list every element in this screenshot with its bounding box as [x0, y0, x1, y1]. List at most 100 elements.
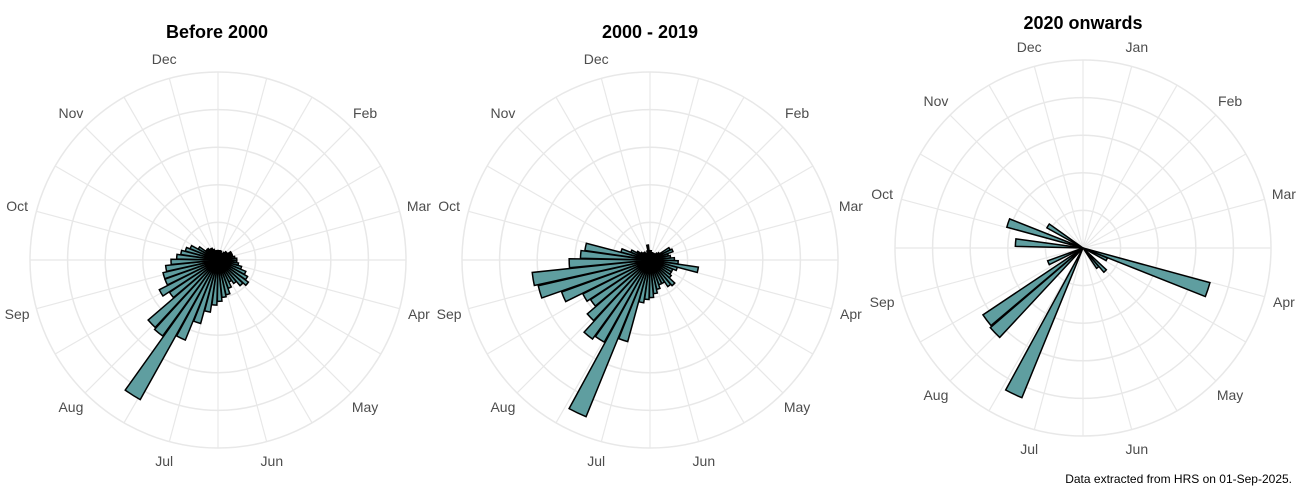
grid-spoke	[1082, 247, 1133, 430]
grid-spoke	[949, 114, 1084, 249]
bar-week-19	[1082, 247, 1100, 270]
month-label-mar: Mar	[839, 198, 863, 214]
month-label-mar: Mar	[407, 198, 431, 214]
month-label-oct: Oct	[438, 198, 460, 214]
grid-spoke	[217, 78, 268, 261]
month-label-apr: Apr	[408, 306, 430, 322]
grid-spoke	[217, 210, 400, 261]
grid-spoke	[649, 259, 745, 424]
bar-week-35	[537, 259, 651, 299]
month-label-nov: Nov	[58, 105, 83, 121]
bar-week-37	[170, 258, 219, 266]
month-label-aug: Aug	[490, 399, 515, 415]
month-label-feb: Feb	[353, 105, 377, 121]
data-source-note: Data extracted from HRS on 01-Sep-2025.	[1065, 472, 1292, 486]
grid-spoke	[516, 126, 651, 261]
bar-week-38	[1014, 237, 1084, 249]
grid-spoke	[123, 96, 219, 261]
month-label-aug: Aug	[58, 399, 83, 415]
grid-spoke	[555, 96, 651, 261]
month-label-jun: Jun	[261, 453, 284, 469]
grid-spoke	[1082, 84, 1178, 249]
bar-week-35	[162, 259, 219, 280]
grid-spoke	[217, 259, 400, 310]
grid-spoke	[1082, 247, 1247, 343]
month-label-aug: Aug	[923, 387, 948, 403]
month-label-sep: Sep	[437, 306, 462, 322]
bar-week-36	[531, 259, 651, 287]
grid-spoke	[901, 247, 1084, 298]
bar-week-30	[153, 259, 219, 338]
grid-spoke	[649, 96, 745, 261]
month-label-apr: Apr	[1273, 294, 1295, 310]
chart-title: 2020 onwards	[1023, 13, 1143, 33]
month-label-nov: Nov	[490, 105, 515, 121]
grid-spoke	[649, 165, 814, 261]
grid-spoke	[54, 165, 219, 261]
grid-spoke	[649, 259, 814, 355]
month-label-dec: Dec	[584, 51, 609, 67]
bar-week-31	[147, 259, 219, 329]
grid-spoke	[1082, 66, 1133, 249]
bar-week-29	[124, 259, 219, 401]
month-label-may: May	[784, 399, 810, 415]
polar-chart: Feb Mar Apr May Jun Jul Aug Sep Oct Nov Dec	[5, 51, 432, 469]
grid-spoke	[1033, 66, 1084, 249]
bar-week-29	[594, 259, 651, 344]
bar-week-30	[583, 259, 651, 341]
chart-title: Before 2000	[165, 22, 269, 42]
month-label-jun: Jun	[693, 453, 716, 469]
grid-spoke	[217, 96, 313, 261]
grid-spoke	[988, 84, 1084, 249]
bar-week-40	[1005, 217, 1084, 249]
bar-week-14	[1082, 247, 1211, 298]
grid-spoke	[988, 247, 1084, 412]
bar-week-31	[989, 247, 1084, 339]
month-label-apr: Apr	[840, 306, 862, 322]
bar-week-34	[560, 259, 651, 303]
month-label-dec: Dec	[1017, 39, 1042, 55]
month-label-dec: Dec	[152, 51, 177, 67]
grid-spoke	[1082, 198, 1265, 249]
bar-week-31	[586, 259, 651, 322]
month-label-nov: Nov	[923, 93, 948, 109]
bar-week-33	[158, 259, 219, 298]
grid-spoke	[486, 165, 651, 261]
month-label-jun: Jun	[1126, 441, 1149, 457]
grid-spoke	[1033, 247, 1084, 430]
grid-spoke	[84, 126, 219, 261]
month-label-mar: Mar	[1272, 186, 1296, 202]
grid-spoke	[217, 259, 313, 424]
grid-spoke	[649, 78, 700, 261]
bar-week-52	[649, 251, 653, 261]
bar-week-28	[1004, 247, 1084, 399]
bar-week-36	[164, 259, 219, 273]
bar-week-32	[981, 247, 1084, 327]
month-label-jul: Jul	[1020, 441, 1038, 457]
grid-spoke	[168, 78, 219, 261]
month-label-may: May	[1217, 387, 1243, 403]
month-label-oct: Oct	[6, 198, 28, 214]
grid-spoke	[1082, 114, 1217, 249]
polar-chart: Jan Feb Mar Apr May Jun Jul Aug Sep Oct Nov Dec	[870, 39, 1297, 457]
month-label-jul: Jul	[587, 453, 605, 469]
chart-title: 2000 - 2019	[601, 22, 699, 42]
bar-week-52	[217, 249, 222, 261]
grid-spoke	[600, 78, 651, 261]
bar-week-42	[1045, 222, 1084, 249]
bar-week-37	[568, 258, 651, 269]
month-label-sep: Sep	[870, 294, 895, 310]
grid-spoke	[1082, 153, 1247, 249]
month-label-oct: Oct	[871, 186, 893, 202]
month-label-may: May	[352, 399, 378, 415]
bar-week-15	[1082, 247, 1109, 262]
month-label-feb: Feb	[785, 105, 809, 121]
grid-spoke	[1082, 247, 1178, 412]
month-label-feb: Feb	[1218, 93, 1242, 109]
grid-spoke	[217, 165, 382, 261]
bar-week-34	[1046, 247, 1084, 266]
grid-spoke	[649, 259, 700, 442]
polar-chart: Feb Mar Apr May Jun Jul Aug Sep Oct Nov Dec	[437, 51, 864, 469]
month-label-sep: Sep	[5, 306, 30, 322]
grid-spoke	[649, 210, 832, 261]
